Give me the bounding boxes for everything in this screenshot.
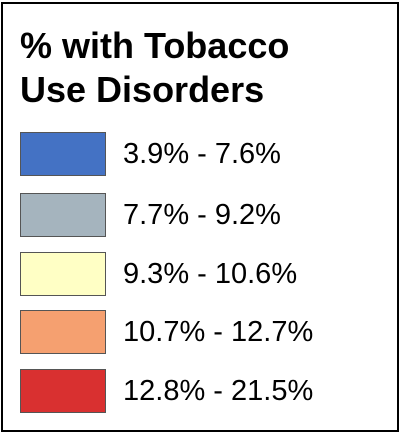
- legend-item-1: 3.9% - 7.6%: [20, 132, 390, 176]
- legend-swatch-2: [20, 193, 106, 237]
- legend-title: % with Tobacco Use Disorders: [20, 24, 390, 112]
- legend-title-line-1: % with Tobacco: [20, 25, 290, 66]
- legend-label-3: 9.3% - 10.6%: [123, 258, 298, 290]
- legend-label-4: 10.7% - 12.7%: [123, 316, 314, 348]
- legend-swatch-5: [20, 369, 106, 413]
- legend-label-2: 7.7% - 9.2%: [123, 199, 281, 231]
- legend-label-5: 12.8% - 21.5%: [123, 375, 314, 407]
- legend-swatch-1: [20, 132, 106, 176]
- legend-swatch-3: [20, 252, 106, 296]
- legend-swatch-4: [20, 310, 106, 354]
- legend-item-4: 10.7% - 12.7%: [20, 310, 390, 354]
- legend-item-3: 9.3% - 10.6%: [20, 252, 390, 296]
- legend-item-2: 7.7% - 9.2%: [20, 193, 390, 237]
- legend-label-1: 3.9% - 7.6%: [123, 138, 281, 170]
- legend-title-line-2: Use Disorders: [20, 69, 265, 110]
- legend-item-5: 12.8% - 21.5%: [20, 369, 390, 413]
